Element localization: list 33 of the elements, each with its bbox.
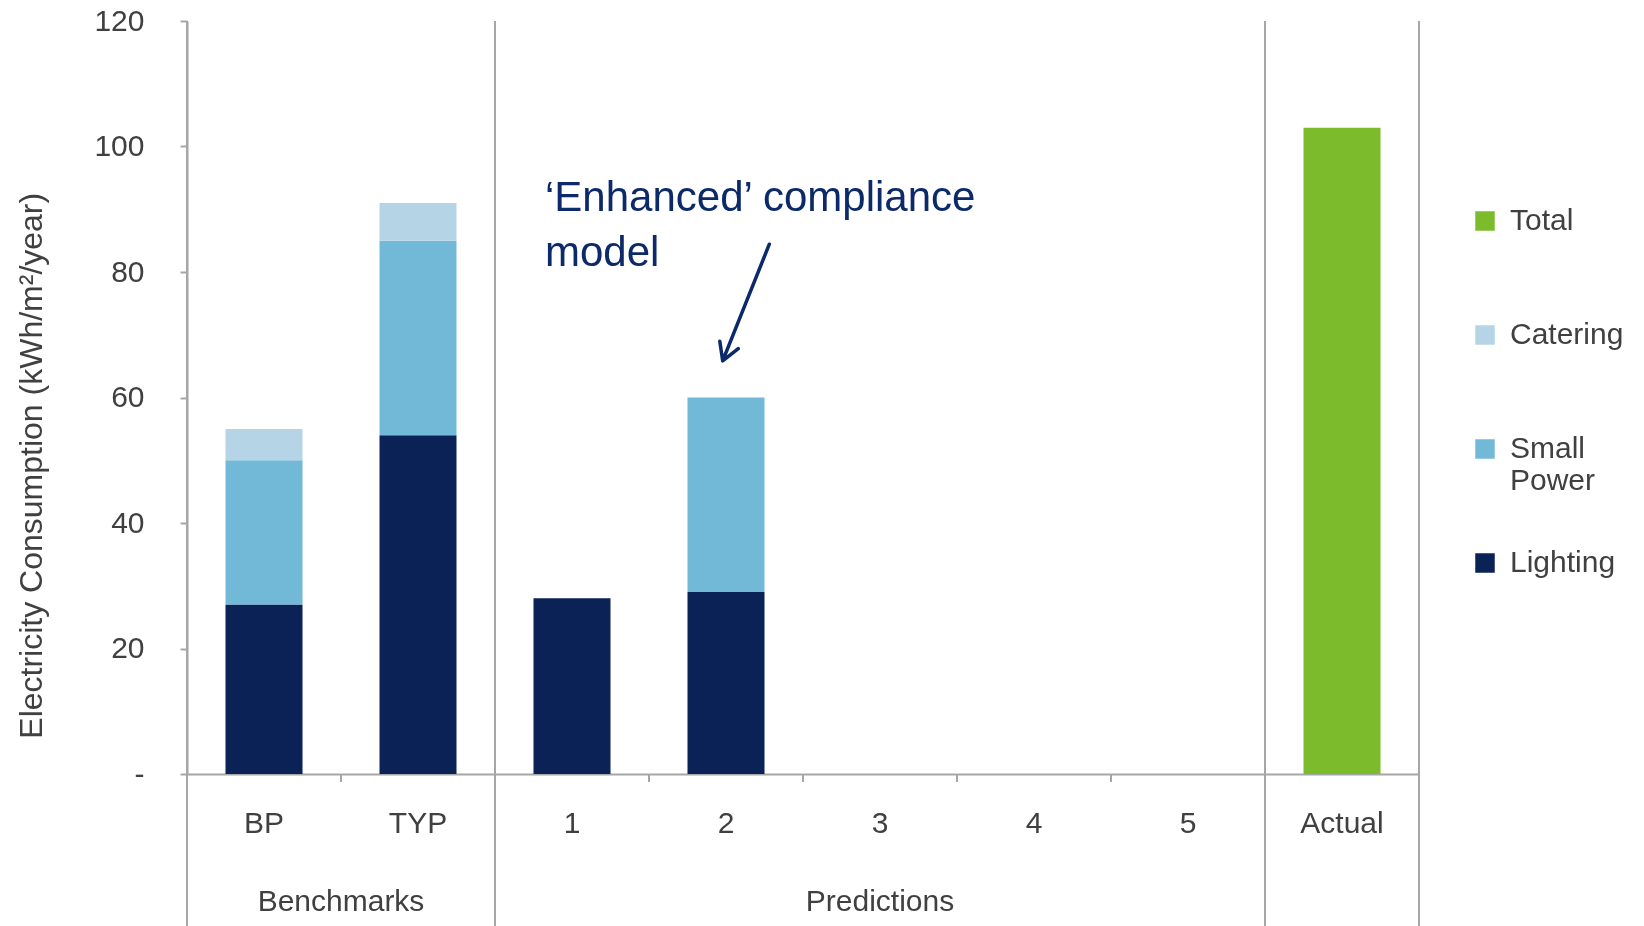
- annotation: ‘Enhanced’ compliance model: [545, 172, 976, 275]
- legend-label: Catering: [1510, 317, 1624, 350]
- y-tick-label: 40: [111, 505, 145, 539]
- y-tick-label: -: [134, 756, 145, 790]
- bar: [225, 428, 303, 461]
- y-tick-label: 120: [94, 3, 145, 37]
- x-tick-label: TYP: [388, 805, 448, 839]
- legend-label: Lighting: [1510, 545, 1616, 578]
- x-tick-label: 5: [1179, 805, 1197, 839]
- x-tick-label: 1: [563, 805, 581, 839]
- x-tick-label: Actual: [1300, 805, 1384, 839]
- text: Benchmarks: [257, 884, 425, 917]
- bar: [533, 598, 611, 774]
- bar: [379, 435, 457, 774]
- bar: [225, 460, 303, 605]
- legend-label: Total: [1510, 203, 1574, 236]
- x-tick-label: BP: [243, 805, 285, 839]
- y-tick-label: 20: [111, 631, 145, 664]
- bar: [687, 592, 765, 774]
- bar: [1303, 127, 1381, 774]
- y-tick-label: 100: [94, 129, 145, 162]
- bar: [225, 604, 303, 774]
- x-tick-label: 3: [871, 805, 889, 839]
- x-tick-label: 4: [1025, 805, 1043, 839]
- text: Predictions: [805, 884, 955, 917]
- x-tick-label: 2: [717, 805, 735, 839]
- y-tick-label: 60: [111, 380, 145, 413]
- y-tick-label: 80: [111, 254, 145, 288]
- y-axis-title: Electricity Consumption (kWh/m²/year): [12, 192, 49, 739]
- legend-label: Small Power: [1510, 431, 1596, 496]
- bar: [379, 240, 457, 436]
- bar: [379, 202, 457, 241]
- bar: [687, 397, 765, 593]
